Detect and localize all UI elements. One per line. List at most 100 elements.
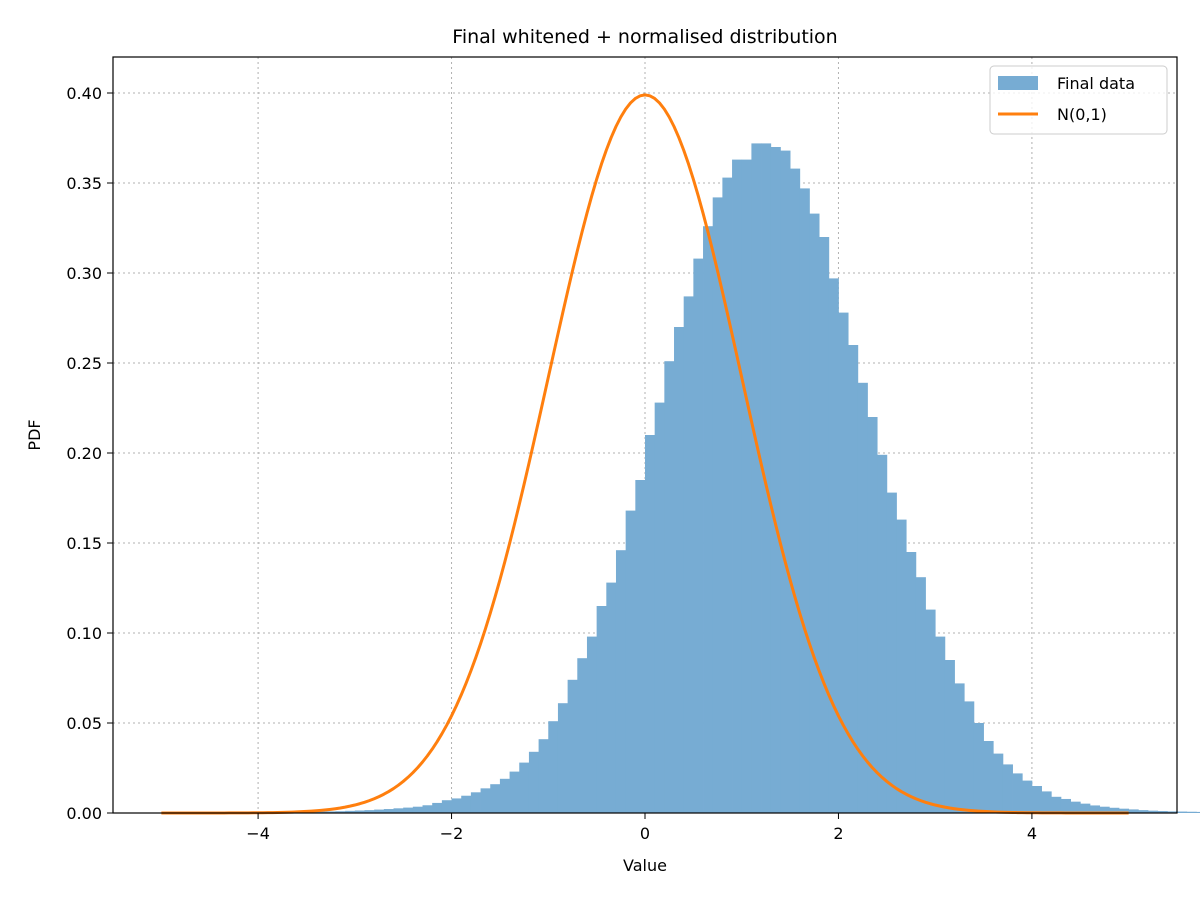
histogram-bar	[819, 237, 830, 813]
histogram-bar	[1177, 811, 1188, 813]
histogram-bar	[645, 435, 656, 813]
histogram-bar	[770, 147, 781, 813]
histogram-bar	[577, 658, 588, 813]
histogram-bar	[548, 721, 559, 813]
histogram-bar	[751, 143, 762, 813]
histogram-bar	[1118, 808, 1130, 813]
histogram-bar	[635, 480, 646, 813]
histogram-bar	[964, 701, 975, 813]
legend-swatch-final-data	[998, 76, 1038, 90]
histogram-bar	[935, 636, 946, 813]
histogram-bar	[712, 197, 723, 813]
histogram-bar	[683, 296, 694, 813]
histogram-bar	[596, 606, 607, 813]
histogram-bar	[761, 143, 772, 813]
histogram-bar	[461, 795, 472, 813]
histogram-bar	[983, 741, 994, 813]
histogram-bar	[490, 784, 501, 813]
histogram-bar	[703, 226, 714, 813]
histogram-bar	[1031, 786, 1042, 813]
histogram-bar	[809, 213, 820, 814]
histogram-bar	[1167, 811, 1178, 813]
histogram-bar	[615, 550, 627, 813]
histogram-bar	[1196, 811, 1200, 813]
histogram-bars	[258, 143, 1200, 814]
histogram-bar	[480, 788, 491, 813]
histogram-bar	[1022, 780, 1033, 813]
histogram-bar	[993, 753, 1004, 813]
axis-ticks: −4 −2 0 2 4 0.00 0.05 0.10 0.15 0.20 0.25 0.30 0.35 0…	[66, 84, 1037, 843]
x-axis-label: Value	[623, 856, 667, 875]
y-tick-label-0: 0.00	[66, 804, 102, 823]
histogram-bar	[1051, 796, 1062, 813]
histogram-bar	[403, 807, 414, 813]
histogram-bar	[944, 660, 955, 813]
histogram-bar	[374, 809, 385, 813]
y-tick-label-1: 0.05	[66, 714, 102, 733]
histogram-bar	[654, 402, 665, 813]
histogram-bar	[509, 771, 520, 813]
legend: Final data N(0,1)	[989, 65, 1168, 135]
y-tick-label-8: 0.40	[66, 84, 102, 103]
histogram-bar	[877, 454, 888, 813]
histogram-bar	[1099, 806, 1110, 813]
x-tick-label-3: 2	[833, 824, 843, 843]
histogram-bar	[316, 811, 327, 813]
histogram-bar	[1186, 811, 1197, 813]
histogram-bar	[432, 802, 443, 813]
histogram-bar	[345, 810, 356, 813]
histogram-bar	[732, 159, 743, 814]
chart-title: Final whitened + normalised distribution	[452, 26, 837, 48]
histogram-bar	[790, 168, 801, 814]
histogram-bar	[625, 510, 636, 813]
histogram-bar	[1138, 810, 1149, 813]
y-tick-label-4: 0.20	[66, 444, 102, 463]
histogram-bar	[383, 809, 394, 813]
histogram-bar	[354, 810, 365, 813]
histogram-bar	[1070, 801, 1081, 813]
histogram-bar	[364, 810, 375, 813]
histogram-bar	[857, 382, 868, 813]
y-tick-label-6: 0.30	[66, 264, 102, 283]
histogram-bar	[1041, 791, 1052, 813]
histogram-bar	[567, 679, 578, 813]
normal-curve-line	[161, 93, 1129, 815]
x-tick-label-4: 4	[1027, 824, 1037, 843]
histogram-bar	[451, 798, 462, 813]
histogram-bar	[325, 811, 336, 813]
histogram-bar	[973, 723, 984, 813]
legend-label-final-data: Final data	[1057, 74, 1135, 93]
histogram-bar	[1089, 805, 1101, 813]
x-tick-label-0: −4	[246, 824, 270, 843]
histogram-bar	[1060, 798, 1071, 813]
histogram-bar	[412, 806, 423, 813]
histogram-bar	[867, 417, 878, 813]
legend-label-normal: N(0,1)	[1057, 105, 1107, 124]
histogram-bar	[674, 327, 685, 813]
histogram-bar	[741, 159, 752, 814]
histogram-bar	[954, 683, 965, 813]
histogram-bar	[586, 636, 598, 813]
histogram-bar	[1128, 809, 1139, 813]
histogram-bar	[393, 808, 404, 813]
histogram-bar	[1002, 764, 1013, 813]
y-tick-label-7: 0.35	[66, 174, 102, 193]
histogram-bar	[886, 492, 897, 813]
histogram-bar	[441, 800, 452, 813]
histogram-bar	[470, 792, 481, 813]
histogram-bar	[906, 552, 917, 813]
x-tick-label-2: 0	[640, 824, 650, 843]
histogram-bar	[1012, 773, 1023, 813]
histogram-bar	[1109, 807, 1120, 813]
histogram-bar	[828, 278, 839, 813]
histogram-bar	[335, 811, 346, 813]
histogram-bar	[422, 805, 433, 813]
histogram-bar	[606, 582, 617, 813]
y-tick-label-2: 0.10	[66, 624, 102, 643]
histogram-bar	[519, 762, 530, 813]
y-tick-label-3: 0.15	[66, 534, 102, 553]
histogram-bar	[557, 703, 569, 813]
histogram-bar	[499, 778, 510, 813]
histogram-bar	[693, 258, 704, 814]
